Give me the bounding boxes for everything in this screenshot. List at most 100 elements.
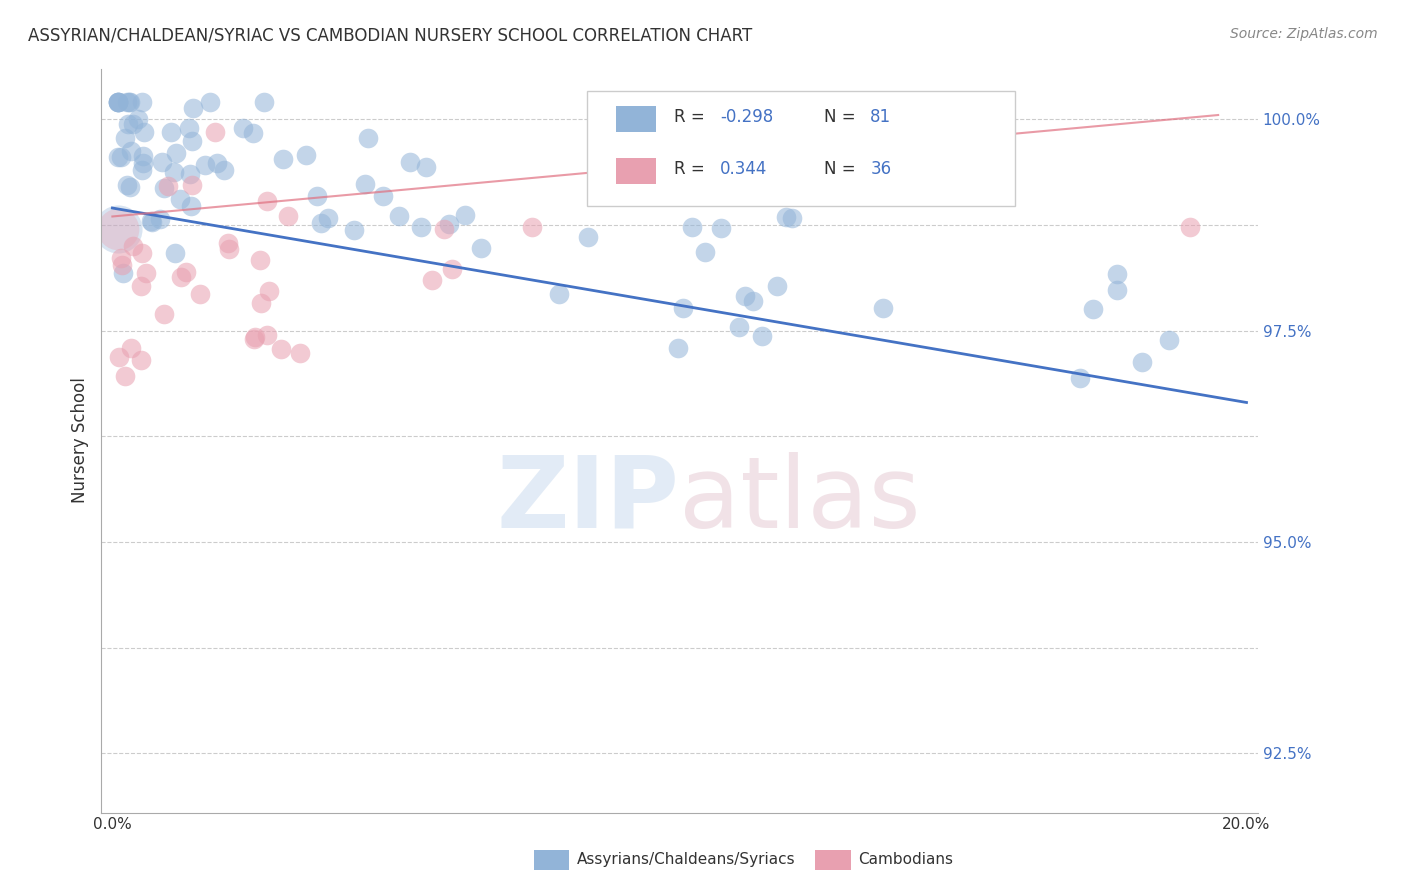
Point (181, 101, 204, 115)
Point (121, 117, 143, 131)
Point (710, 221, 733, 235)
Point (742, 294, 765, 309)
Text: -0.298: -0.298 (720, 108, 773, 126)
Point (1081, 301, 1104, 316)
Point (163, 245, 186, 260)
Point (415, 161, 437, 175)
Point (766, 278, 789, 293)
Point (108, 350, 131, 364)
Point (217, 235, 239, 250)
Point (249, 296, 271, 310)
Point (1069, 370, 1091, 384)
Point (156, 179, 179, 194)
Point (751, 329, 773, 343)
Point (399, 155, 422, 169)
Point (775, 210, 797, 224)
Point (728, 319, 751, 334)
Text: 0.344: 0.344 (720, 160, 768, 178)
Point (872, 301, 894, 315)
Point (388, 209, 411, 223)
Point (666, 341, 689, 355)
Point (165, 146, 187, 161)
Point (681, 219, 703, 234)
Point (132, 149, 155, 163)
Point (204, 125, 226, 139)
Point (135, 266, 157, 280)
Point (433, 221, 456, 235)
Point (354, 177, 377, 191)
Point (548, 287, 571, 301)
Point (118, 95, 141, 110)
Point (437, 218, 460, 232)
Point (371, 189, 394, 203)
Point (141, 213, 163, 227)
Point (200, 95, 222, 110)
Point (107, 222, 129, 236)
Point (343, 222, 366, 236)
Point (107, 95, 129, 110)
Point (243, 330, 266, 344)
Point (131, 162, 153, 177)
FancyBboxPatch shape (586, 91, 1015, 206)
Point (1105, 267, 1128, 281)
Point (409, 219, 432, 234)
Point (174, 265, 197, 279)
Point (305, 189, 328, 203)
Point (150, 155, 173, 169)
Point (214, 163, 236, 178)
Point (695, 244, 717, 259)
Point (520, 219, 543, 234)
Point (159, 125, 181, 139)
Point (470, 241, 492, 255)
Point (194, 158, 217, 172)
Point (127, 112, 149, 126)
Point (115, 95, 138, 110)
Point (141, 214, 163, 228)
Point (357, 130, 380, 145)
Point (129, 352, 152, 367)
Point (256, 194, 278, 208)
Point (107, 95, 129, 110)
Point (112, 266, 135, 280)
Point (110, 251, 132, 265)
Point (256, 328, 278, 343)
Text: ASSYRIAN/CHALDEAN/SYRIAC VS CAMBODIAN NURSERY SCHOOL CORRELATION CHART: ASSYRIAN/CHALDEAN/SYRIAC VS CAMBODIAN NU… (28, 27, 752, 45)
Point (131, 245, 153, 260)
Point (163, 164, 186, 178)
Text: Cambodians: Cambodians (858, 853, 953, 867)
Text: Source: ZipAtlas.com: Source: ZipAtlas.com (1230, 27, 1378, 41)
Point (270, 342, 292, 356)
Point (205, 156, 228, 170)
Text: R =: R = (673, 108, 710, 126)
Point (118, 179, 141, 194)
Point (134, 125, 156, 139)
Text: ZIP: ZIP (496, 451, 679, 549)
Point (120, 341, 142, 355)
Point (152, 307, 174, 321)
Point (107, 222, 129, 236)
Point (1178, 219, 1201, 234)
Point (1130, 355, 1153, 369)
Point (780, 211, 803, 225)
Point (114, 369, 136, 384)
Point (129, 278, 152, 293)
Point (249, 252, 271, 267)
Point (734, 289, 756, 303)
Text: N =: N = (824, 160, 860, 178)
Point (169, 192, 191, 206)
Point (181, 178, 204, 193)
Text: N =: N = (824, 108, 860, 126)
Point (316, 211, 339, 225)
Point (177, 120, 200, 135)
Point (232, 120, 254, 135)
Point (180, 199, 202, 213)
Point (277, 209, 299, 223)
Point (420, 273, 443, 287)
Point (576, 230, 599, 244)
Point (453, 208, 475, 222)
Point (1157, 333, 1180, 347)
Point (243, 332, 266, 346)
Point (153, 181, 176, 195)
Point (131, 95, 153, 110)
Point (181, 134, 204, 148)
